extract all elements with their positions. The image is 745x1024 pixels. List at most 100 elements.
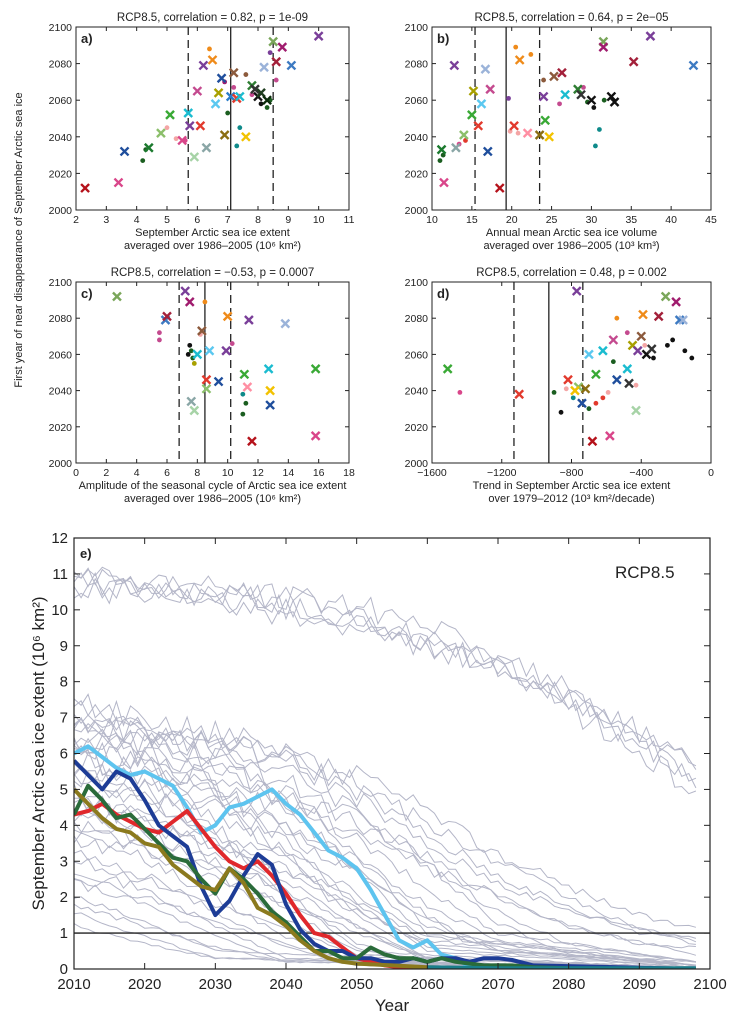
data-dot	[558, 409, 564, 415]
data-dot	[557, 101, 562, 107]
cross-stroke	[627, 340, 638, 351]
data-cross	[242, 382, 253, 392]
cross-stroke	[671, 297, 681, 307]
data-cross	[549, 71, 559, 82]
data-cross	[467, 109, 477, 120]
highlighted-series-line	[74, 759, 696, 969]
cross-stroke	[184, 120, 195, 131]
data-cross	[189, 405, 200, 416]
shared-y-axis-label: First year of near disappearance of Sept…	[13, 92, 25, 387]
data-cross	[113, 177, 124, 188]
y-tick-label: 2060	[405, 95, 429, 107]
scatter-panel-c: RCP8.5, correlation = −0.53, p = 0.0007 0…	[49, 267, 355, 505]
panel-title: RCP8.5, correlation = −0.53, p = 0.0007	[111, 267, 315, 279]
panel-label: a)	[81, 31, 93, 46]
ensemble-member-line	[74, 770, 696, 967]
data-dot	[191, 361, 197, 366]
cross-stroke	[310, 431, 321, 441]
data-dot	[600, 395, 606, 401]
cross-stroke	[598, 345, 608, 356]
data-cross	[688, 60, 699, 71]
y-tick-label: 2060	[49, 349, 73, 361]
cross-stroke	[576, 89, 586, 100]
x-tick-label: 6	[194, 214, 200, 226]
x-tick-label: 12	[252, 467, 264, 479]
data-cross	[494, 183, 505, 193]
data-cross	[239, 369, 250, 380]
scatter-panel-b: RCP8.5, correlation = 0.64, p = 2e−05 10 1…	[405, 12, 717, 252]
data-cross	[611, 374, 622, 385]
y-tick-label: 9	[60, 638, 68, 655]
y-tick-label: 2020	[49, 168, 73, 180]
cross-stroke	[459, 130, 469, 140]
panel-label: d)	[437, 286, 449, 301]
data-dot	[601, 97, 607, 103]
cross-stroke	[119, 146, 130, 157]
data-dot	[157, 337, 162, 343]
data-cross	[263, 364, 274, 374]
data-dot	[234, 143, 240, 149]
cross-stroke	[313, 31, 324, 41]
ensemble-member-line	[74, 741, 696, 967]
x-tick-label: 8	[255, 214, 261, 226]
data-cross	[310, 431, 321, 441]
cross-stroke	[540, 115, 551, 126]
data-dot	[513, 44, 519, 50]
cross-stroke	[538, 91, 549, 102]
x-tick-label: −1600	[417, 467, 447, 479]
x-tick-label: 2070	[481, 976, 514, 993]
data-cross	[570, 385, 580, 396]
cross-stroke	[156, 128, 166, 138]
x-tick-label: 2080	[552, 976, 585, 993]
x-tick-label: 2050	[340, 976, 373, 993]
data-cross	[143, 142, 154, 153]
x-tick-label: 10	[313, 214, 325, 226]
cross-stroke	[606, 91, 617, 102]
data-cross	[221, 345, 231, 356]
cross-stroke	[244, 315, 254, 325]
y-tick-label: 0	[60, 961, 68, 978]
x-tick-label: 7	[225, 214, 231, 226]
data-dot	[591, 105, 597, 110]
x-tick-label: 18	[343, 467, 355, 479]
data-cross	[119, 146, 130, 157]
y-tick-label: 3	[60, 853, 68, 870]
data-cross	[624, 378, 634, 389]
ensemble-member-line	[74, 716, 697, 928]
cross-stroke	[183, 108, 194, 118]
data-cross	[277, 42, 288, 52]
data-cross	[449, 60, 460, 71]
data-dot	[188, 348, 194, 354]
data-cross	[180, 286, 191, 296]
highlighted-series-line	[427, 965, 696, 969]
y-tick-label: 2000	[405, 458, 429, 470]
data-dot	[610, 359, 616, 365]
data-cross	[628, 56, 639, 67]
data-cross	[605, 431, 615, 441]
cross-stroke	[222, 311, 233, 322]
data-dot	[624, 330, 630, 336]
cross-stroke	[436, 144, 447, 155]
cross-stroke	[241, 131, 251, 142]
x-tick-label: 20	[506, 214, 518, 226]
cross-stroke	[688, 60, 699, 71]
y-tick-label: 6	[60, 746, 68, 763]
cross-stroke	[189, 405, 200, 416]
cross-stroke	[570, 385, 580, 396]
data-cross	[674, 315, 685, 325]
cross-stroke	[265, 385, 275, 396]
x-axis-label: Year	[375, 996, 410, 1015]
data-cross	[476, 99, 487, 109]
data-cross	[183, 108, 194, 118]
y-tick-label: 2100	[405, 22, 429, 34]
cross-stroke	[577, 398, 587, 409]
plot-frame	[431, 281, 712, 464]
data-cross	[514, 389, 525, 400]
cross-stroke	[584, 349, 594, 360]
data-cross	[544, 131, 555, 142]
cross-stroke	[451, 142, 461, 153]
data-cross	[250, 84, 260, 95]
cross-stroke	[482, 146, 493, 157]
data-cross	[584, 349, 594, 360]
